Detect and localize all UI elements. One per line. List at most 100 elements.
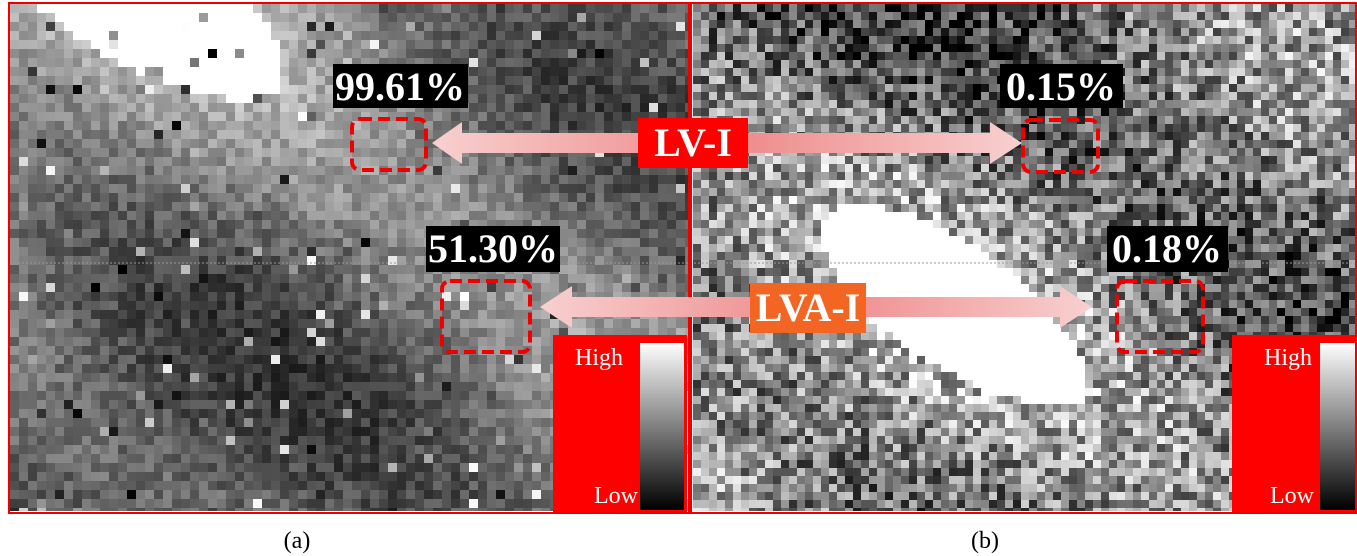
pixel	[154, 265, 163, 274]
pixel	[334, 22, 343, 31]
pixel	[773, 28, 781, 36]
pixel	[514, 355, 523, 364]
pixel	[235, 121, 244, 130]
pixel	[981, 60, 989, 68]
pixel	[235, 472, 244, 481]
pixel	[514, 121, 523, 130]
pixel	[136, 13, 145, 22]
pixel	[181, 265, 190, 274]
pixel	[289, 427, 298, 436]
pixel	[271, 400, 280, 409]
pixel	[415, 193, 424, 202]
pixel	[352, 373, 361, 382]
pixel	[190, 499, 199, 508]
pixel	[514, 76, 523, 85]
pixel	[973, 28, 981, 36]
pixel	[631, 31, 640, 40]
pixel	[622, 265, 631, 274]
pixel	[154, 463, 163, 472]
pixel	[262, 499, 271, 508]
pixel	[613, 67, 622, 76]
pixel	[693, 4, 701, 12]
pixel	[1061, 52, 1069, 60]
pixel	[613, 193, 622, 202]
pixel	[640, 76, 649, 85]
pixel	[469, 13, 478, 22]
pixel	[145, 175, 154, 184]
pixel	[226, 121, 235, 130]
pixel	[496, 409, 505, 418]
pixel	[172, 373, 181, 382]
pixel	[55, 193, 64, 202]
pixel	[733, 4, 741, 12]
pixel	[837, 52, 845, 60]
pixel	[514, 103, 523, 112]
pixel	[298, 445, 307, 454]
pixel	[118, 436, 127, 445]
pixel	[424, 472, 433, 481]
pixel	[424, 202, 433, 211]
pixel	[298, 463, 307, 472]
pixel	[334, 427, 343, 436]
pixel	[55, 112, 64, 121]
pixel	[1269, 60, 1277, 68]
pixel	[37, 364, 46, 373]
pixel	[496, 319, 505, 328]
pixel	[46, 382, 55, 391]
pixel	[91, 256, 100, 265]
pixel	[235, 157, 244, 166]
pixel	[91, 481, 100, 490]
pixel	[397, 292, 406, 301]
pixel	[298, 382, 307, 391]
pixel	[901, 36, 909, 44]
pixel	[289, 409, 298, 418]
pixel	[136, 4, 145, 13]
pixel	[262, 391, 271, 400]
pixel	[226, 211, 235, 220]
pixel	[1333, 60, 1341, 68]
pixel	[73, 337, 82, 346]
pixel	[433, 121, 442, 130]
pixel	[478, 445, 487, 454]
pixel	[622, 31, 631, 40]
pixel	[244, 112, 253, 121]
pixel	[109, 445, 118, 454]
pixel	[136, 490, 145, 499]
pixel	[532, 445, 541, 454]
pixel	[46, 319, 55, 328]
pixel	[325, 418, 334, 427]
pixel	[190, 4, 199, 13]
pixel	[28, 13, 37, 22]
pixel	[244, 202, 253, 211]
pixel	[136, 22, 145, 31]
pixel	[909, 44, 917, 52]
pixel	[244, 31, 253, 40]
pixel	[100, 94, 109, 103]
pixel	[361, 247, 370, 256]
pixel	[100, 184, 109, 193]
pixel	[586, 274, 595, 283]
pixel	[361, 409, 370, 418]
pixel	[118, 319, 127, 328]
pixel	[1221, 4, 1229, 12]
pixel	[1301, 4, 1309, 12]
pixel	[523, 364, 532, 373]
pixel	[64, 148, 73, 157]
pixel	[28, 283, 37, 292]
pixel	[749, 36, 757, 44]
pixel	[307, 346, 316, 355]
pixel	[877, 4, 885, 12]
pixel	[28, 211, 37, 220]
pixel	[298, 409, 307, 418]
pixel	[613, 40, 622, 49]
pixel	[1317, 36, 1325, 44]
pixel	[145, 202, 154, 211]
pixel	[64, 382, 73, 391]
pixel	[298, 220, 307, 229]
pixel	[262, 490, 271, 499]
pixel	[451, 112, 460, 121]
pixel	[208, 382, 217, 391]
pixel	[773, 52, 781, 60]
pixel	[217, 328, 226, 337]
pixel	[199, 157, 208, 166]
